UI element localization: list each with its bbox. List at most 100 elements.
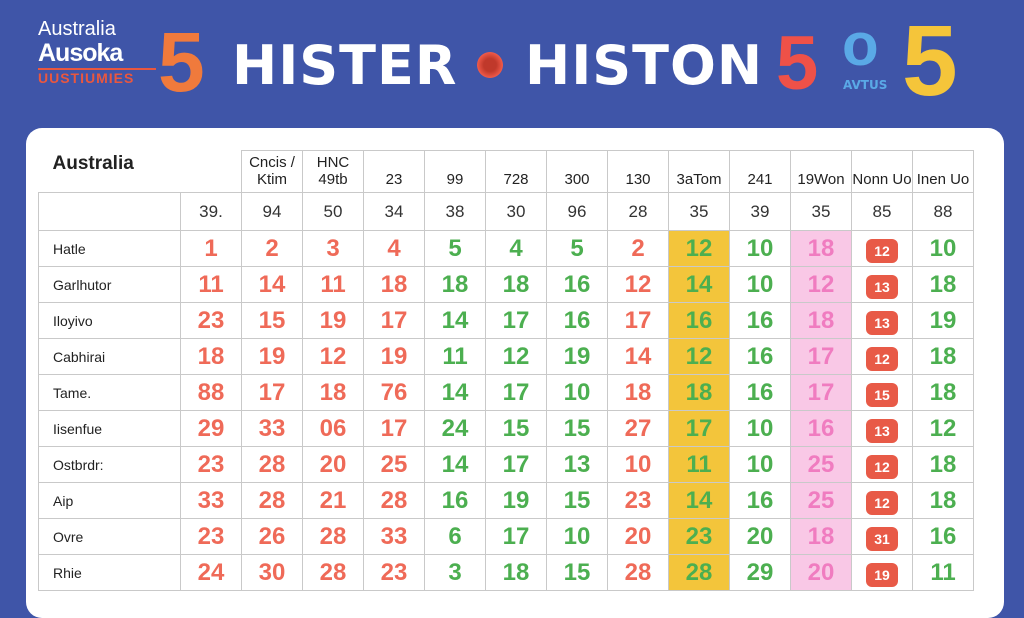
subheader-cell: 39: [729, 192, 791, 231]
table-cell: 15: [241, 302, 303, 339]
table-cell: 26: [241, 518, 303, 555]
table-cell: 14: [424, 446, 486, 483]
table-cell: 06: [302, 410, 364, 447]
table-cell: 15: [546, 554, 608, 591]
number-five-yellow: 5: [902, 5, 958, 117]
table-cell: 13: [851, 302, 913, 339]
table-cell: 18: [790, 230, 852, 267]
column-header: 241: [729, 150, 791, 193]
subheader-cell: 85: [851, 192, 913, 231]
table-cell: 17: [485, 374, 547, 411]
table-cell: 25: [363, 446, 425, 483]
column-header: 130: [607, 150, 669, 193]
table-cell: 18: [912, 266, 974, 303]
cell-badge: 12: [866, 454, 898, 479]
table-cell: 25: [790, 482, 852, 519]
column-header: Inen Uo: [912, 150, 974, 193]
table-cell: 24: [180, 554, 242, 591]
table-cell: 10: [729, 266, 791, 303]
table-cell: 16: [546, 302, 608, 339]
table-cell: 28: [668, 554, 730, 591]
table-cell: 17: [485, 302, 547, 339]
brand-line-2: Ausoka: [38, 39, 123, 67]
table-row: Hatle 1 2 3 4 5 4 5 2 12 10 18 12 10: [38, 230, 974, 267]
table-cell: 18: [912, 338, 974, 375]
cell-badge: 12: [866, 346, 898, 371]
cell-badge: 13: [866, 418, 898, 443]
cell-badge: 12: [866, 490, 898, 515]
table-row: Ovre 23 26 28 33 6 17 10 20 23 20 18 31 16: [38, 518, 974, 555]
number-five-left: 5: [158, 15, 205, 109]
table-cell: 12: [851, 446, 913, 483]
table-cell: 15: [851, 374, 913, 411]
table-cell: 12: [912, 410, 974, 447]
column-header: 99: [424, 150, 486, 193]
subheader-cell: 35: [790, 192, 852, 231]
table-cell: 25: [790, 446, 852, 483]
table-cell: 10: [546, 374, 608, 411]
table-cell: 14: [668, 482, 730, 519]
table-cell: 17: [668, 410, 730, 447]
column-header: 3aTom: [668, 150, 730, 193]
column-header: Nonn Uo: [851, 150, 913, 193]
subheader-cell: 38: [424, 192, 486, 231]
table-row: Rhie 24 30 28 23 3 18 15 28 28 29 20 19 11: [38, 554, 974, 591]
table-cell: 15: [546, 410, 608, 447]
table-row: Garlhutor 11 14 11 18 18 18 16 12 14 10 12 13 18: [38, 266, 974, 303]
table-cell: 14: [241, 266, 303, 303]
subheader-cell: 35: [668, 192, 730, 231]
subheader-cell: 34: [363, 192, 425, 231]
table-cell: 33: [363, 518, 425, 555]
table-cell: 12: [851, 338, 913, 375]
table-cell: 10: [607, 446, 669, 483]
table-cell: 15: [546, 482, 608, 519]
table-cell: 17: [485, 518, 547, 555]
table-cell: 20: [729, 518, 791, 555]
table-cell: 28: [241, 482, 303, 519]
header-row: Australia Cncis / Ktim HNC 49tb 23 99 728 300 1…: [39, 150, 974, 193]
table-cell: 19: [912, 302, 974, 339]
title-left: HISTER: [232, 34, 458, 97]
table-cell: 20: [790, 554, 852, 591]
cell-badge: 13: [866, 274, 898, 299]
table-row: Ostbrdr: 23 28 20 25 14 17 13 10 11 10 25 12 18: [38, 446, 974, 483]
table-cell: 10: [729, 410, 791, 447]
table-cell: 28: [363, 482, 425, 519]
table-cell: 23: [607, 482, 669, 519]
table-cell: 13: [851, 266, 913, 303]
table-cell: 16: [668, 302, 730, 339]
subheader-cell: 96: [546, 192, 608, 231]
table-cell: 15: [485, 410, 547, 447]
table-cell: 20: [607, 518, 669, 555]
table-cell: 18: [607, 374, 669, 411]
table-cell: 18: [363, 266, 425, 303]
cell-badge: 13: [866, 310, 898, 335]
table-cell: 18: [424, 266, 486, 303]
table-cell: 16: [424, 482, 486, 519]
table-cell: 11: [180, 266, 242, 303]
table-cell: 17: [607, 302, 669, 339]
column-header: Cncis / Ktim: [241, 150, 303, 193]
table-cell: 14: [607, 338, 669, 375]
table-cell: 10: [546, 518, 608, 555]
row-label: Iisenfue: [38, 410, 181, 447]
table-cell: 12: [302, 338, 364, 375]
table-cell: 29: [180, 410, 242, 447]
table-cell: 12: [790, 266, 852, 303]
table-cell: 16: [790, 410, 852, 447]
table-cell: 18: [302, 374, 364, 411]
table-cell: 16: [912, 518, 974, 555]
table-cell: 14: [424, 374, 486, 411]
table-row: Cabhirai 18 19 12 19 11 12 19 14 12 16 17 12 18: [38, 338, 974, 375]
table-cell: 19: [485, 482, 547, 519]
column-header: 19Won: [790, 150, 852, 193]
table-cell: 18: [180, 338, 242, 375]
table-cell: 2: [241, 230, 303, 267]
table-cell: 3: [424, 554, 486, 591]
table-cell: 16: [729, 302, 791, 339]
column-header: 23: [363, 150, 425, 193]
table-cell: 2: [607, 230, 669, 267]
table-cell: 16: [729, 338, 791, 375]
subheader-label: [38, 192, 181, 231]
cell-badge: 12: [866, 238, 898, 263]
